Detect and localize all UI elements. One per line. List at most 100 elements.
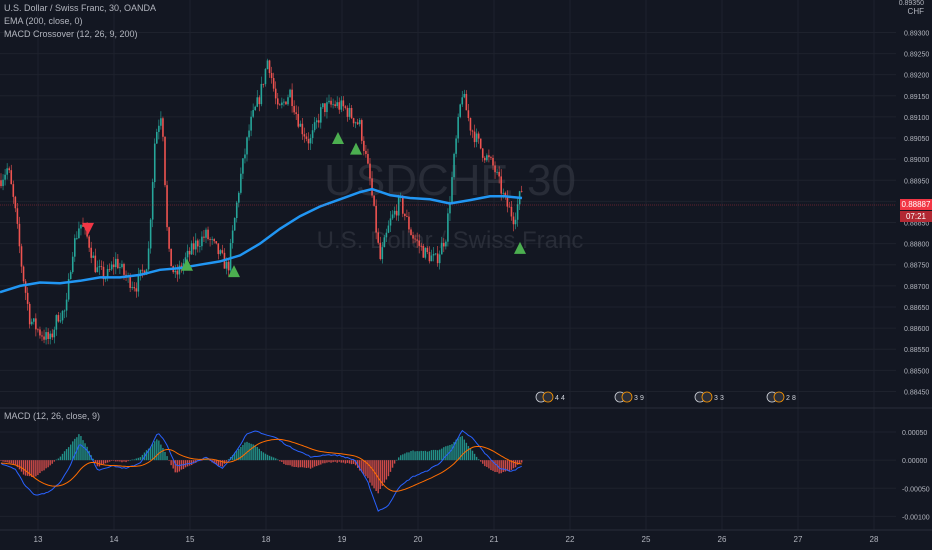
histogram-bar [156,439,158,461]
candle-body [348,108,351,117]
histogram-bar [266,454,269,461]
histogram-bar [309,460,312,469]
price-tick-label: 0.89150 [904,94,929,101]
histogram-bar [473,453,476,461]
candle-body [78,228,80,239]
price-tick-label: 0.88550 [904,347,929,354]
histogram-bar [436,450,439,461]
histogram-bar [260,451,263,461]
histogram-bar [65,449,68,461]
histogram-bar [307,460,310,468]
candle-body [254,106,256,111]
histogram-bar [385,460,388,480]
histogram-bar [139,457,142,461]
candle-body [199,246,201,248]
histogram-bar [367,460,369,479]
strategy-legend[interactable]: MACD Crossover (12, 26, 9, 200) [4,29,138,39]
histogram-bar [43,460,45,471]
histogram-bar [231,455,234,461]
histogram-bar [301,460,304,468]
candle-body [96,267,99,273]
ema-legend[interactable]: EMA (200, close, 0) [4,16,83,26]
candle-body [422,246,425,258]
candle-body [0,180,2,187]
histogram-bar [371,460,373,486]
histogram-bar [424,450,427,461]
candle-body [305,136,308,139]
candle-body [410,229,412,236]
histogram-bar [262,452,265,461]
price-tick-label: 0.89250 [904,52,929,59]
candle-body [276,98,279,105]
candle-body [492,157,494,166]
candle-body [260,83,263,105]
histogram-bar [53,460,55,462]
histogram-bar [293,460,295,467]
histogram-bar [488,460,490,469]
event-count: 4 [561,395,565,402]
candle-body [315,120,318,123]
candle-body [110,264,113,270]
histogram-bar [428,451,431,461]
histogram-bar [408,452,410,461]
candle-body [248,130,250,138]
candle-body [408,216,410,230]
macd-axis[interactable]: 0.00050 0.00000 -0.00050 -0.00100 [902,430,930,521]
histogram-bar [344,460,347,464]
histogram-bar [297,460,299,468]
candle-body [287,97,289,105]
candle-body [424,247,427,258]
histogram-bar [461,436,463,461]
histogram-bar [172,460,174,469]
candle-body [354,122,357,124]
ema-200-line [0,187,523,294]
price-tick-label: 0.88750 [904,263,929,270]
candle-body [455,138,457,154]
candle-body [453,153,455,178]
histogram-bar [215,460,217,465]
candle-body [268,60,271,74]
candle-body [342,100,345,107]
histogram-bar [78,434,80,461]
candle-body [203,236,205,238]
candle-body [76,238,78,239]
candle-body [225,261,228,269]
candle-body [51,333,54,338]
candle-body [2,179,4,187]
histogram-bar [426,451,429,461]
candle-body [139,269,142,275]
candle-body [490,157,492,159]
time-axis[interactable]: 13 14 15 18 19 20 21 22 25 26 27 28 [0,529,932,544]
histogram-bar [217,460,219,466]
histogram-bar [133,459,135,461]
candle-body [295,112,297,114]
histogram-bar [127,460,129,462]
candle-body [69,272,72,280]
price-axis[interactable]: 0.89300 0.89250 0.89200 0.89150 0.89100 0.890… [904,30,929,396]
symbol-title[interactable]: U.S. Dollar / Swiss Franc, 30, OANDA [4,3,157,13]
histogram-bar [242,444,244,461]
histogram-bar [188,460,191,466]
event-label: 3 [634,395,638,402]
candle-body [297,113,300,127]
flag-icon [701,391,713,403]
histogram-bar [318,460,320,466]
histogram-bar [213,460,215,464]
histogram-bar [244,442,246,461]
histogram-bar [354,460,357,466]
candle-body [475,133,478,143]
histogram-bar [471,450,474,461]
macd-legend[interactable]: MACD (12, 26, close, 9) [4,411,101,421]
time-tick-label: 22 [566,535,575,544]
candle-body [4,174,6,180]
histogram-bar [275,458,277,461]
candle-body [229,243,232,271]
candle-body [479,138,482,149]
candle-body [217,243,220,255]
